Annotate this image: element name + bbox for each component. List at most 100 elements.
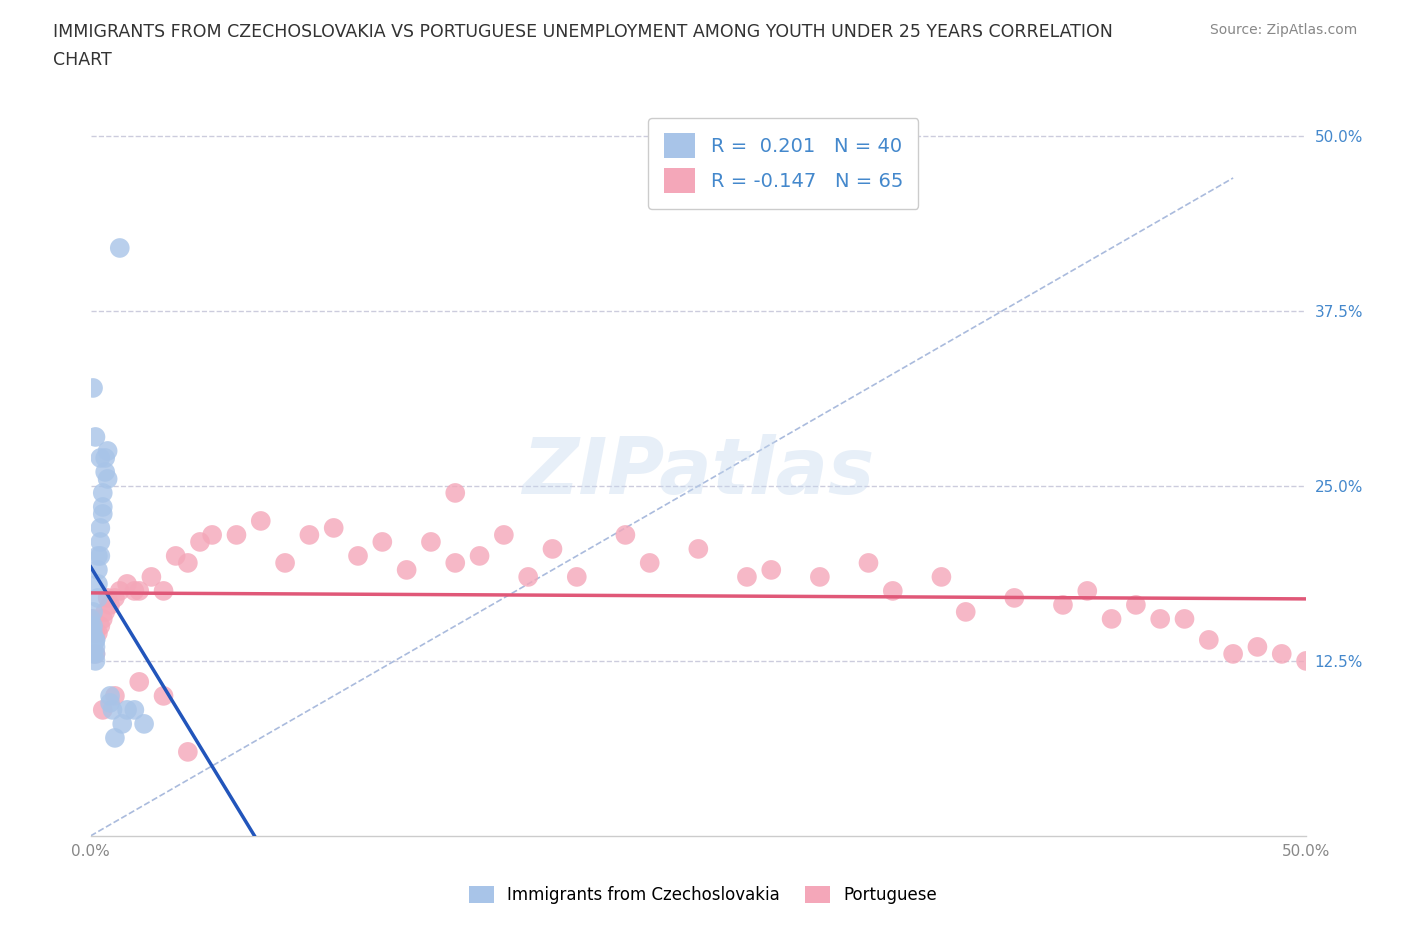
Point bbox=[87, 549, 110, 564]
Point bbox=[955, 604, 977, 619]
Point bbox=[1173, 611, 1195, 626]
Text: ZIPatlas: ZIPatlas bbox=[522, 434, 875, 510]
Point bbox=[201, 527, 224, 542]
Point bbox=[1076, 583, 1098, 598]
Point bbox=[322, 521, 344, 536]
Point bbox=[132, 716, 155, 731]
Point bbox=[492, 527, 515, 542]
Point bbox=[111, 716, 134, 731]
Point bbox=[82, 646, 104, 661]
Point bbox=[1002, 591, 1025, 605]
Point bbox=[152, 583, 174, 598]
Point bbox=[79, 611, 101, 626]
Point bbox=[298, 527, 321, 542]
Text: IMMIGRANTS FROM CZECHOSLOVAKIA VS PORTUGUESE UNEMPLOYMENT AMONG YOUTH UNDER 25 Y: IMMIGRANTS FROM CZECHOSLOVAKIA VS PORTUG… bbox=[53, 23, 1114, 41]
Point bbox=[84, 632, 107, 647]
Point bbox=[347, 549, 370, 564]
Point bbox=[1295, 654, 1317, 669]
Point bbox=[541, 541, 564, 556]
Point bbox=[124, 702, 146, 717]
Point bbox=[82, 640, 104, 655]
Point bbox=[115, 577, 138, 591]
Point bbox=[84, 430, 107, 445]
Point bbox=[97, 444, 120, 458]
Point bbox=[882, 583, 904, 598]
Point bbox=[1222, 646, 1244, 661]
Point bbox=[89, 535, 111, 550]
Point bbox=[87, 591, 110, 605]
Point bbox=[98, 696, 121, 711]
Point bbox=[1271, 646, 1294, 661]
Point bbox=[225, 527, 247, 542]
Point bbox=[91, 499, 114, 514]
Point bbox=[84, 646, 107, 661]
Point bbox=[82, 618, 104, 633]
Point bbox=[124, 583, 146, 598]
Point bbox=[87, 563, 110, 578]
Point bbox=[468, 549, 491, 564]
Point bbox=[82, 380, 104, 395]
Point bbox=[152, 688, 174, 703]
Point bbox=[101, 702, 124, 717]
Point bbox=[91, 702, 114, 717]
Point bbox=[517, 569, 540, 584]
Point bbox=[177, 744, 200, 759]
Point bbox=[104, 591, 127, 605]
Point bbox=[177, 555, 200, 570]
Point bbox=[97, 472, 120, 486]
Point bbox=[188, 535, 211, 550]
Point bbox=[84, 626, 107, 641]
Point bbox=[82, 632, 104, 647]
Point bbox=[98, 597, 121, 612]
Point bbox=[688, 541, 710, 556]
Point bbox=[82, 611, 104, 626]
Point bbox=[87, 577, 110, 591]
Point bbox=[108, 583, 131, 598]
Legend: R =  0.201   N = 40, R = -0.147   N = 65: R = 0.201 N = 40, R = -0.147 N = 65 bbox=[648, 118, 918, 208]
Point bbox=[115, 702, 138, 717]
Point bbox=[94, 464, 117, 479]
Point bbox=[97, 591, 120, 605]
Point bbox=[274, 555, 297, 570]
Point bbox=[638, 555, 661, 570]
Point bbox=[761, 563, 783, 578]
Point bbox=[82, 604, 104, 619]
Point bbox=[444, 555, 467, 570]
Point bbox=[1198, 632, 1220, 647]
Point bbox=[1149, 611, 1171, 626]
Point bbox=[931, 569, 953, 584]
Point bbox=[89, 450, 111, 465]
Point bbox=[419, 535, 441, 550]
Point bbox=[87, 626, 110, 641]
Point bbox=[89, 549, 111, 564]
Point bbox=[141, 569, 163, 584]
Text: CHART: CHART bbox=[53, 51, 112, 69]
Point bbox=[94, 604, 117, 619]
Point bbox=[371, 535, 394, 550]
Point bbox=[858, 555, 880, 570]
Point bbox=[249, 513, 271, 528]
Point bbox=[82, 626, 104, 641]
Point bbox=[1246, 640, 1268, 655]
Point bbox=[808, 569, 831, 584]
Point bbox=[108, 241, 131, 256]
Point bbox=[94, 450, 117, 465]
Point bbox=[1052, 597, 1074, 612]
Point bbox=[79, 611, 101, 626]
Point bbox=[1101, 611, 1123, 626]
Point bbox=[91, 507, 114, 522]
Point bbox=[1125, 597, 1147, 612]
Point bbox=[128, 583, 150, 598]
Point bbox=[84, 632, 107, 647]
Point bbox=[84, 646, 107, 661]
Point bbox=[614, 527, 637, 542]
Legend: Immigrants from Czechoslovakia, Portuguese: Immigrants from Czechoslovakia, Portugue… bbox=[461, 878, 945, 912]
Point bbox=[444, 485, 467, 500]
Point bbox=[84, 640, 107, 655]
Point bbox=[91, 611, 114, 626]
Point bbox=[165, 549, 187, 564]
Text: Source: ZipAtlas.com: Source: ZipAtlas.com bbox=[1209, 23, 1357, 37]
Point bbox=[104, 730, 127, 745]
Point bbox=[395, 563, 418, 578]
Point bbox=[128, 674, 150, 689]
